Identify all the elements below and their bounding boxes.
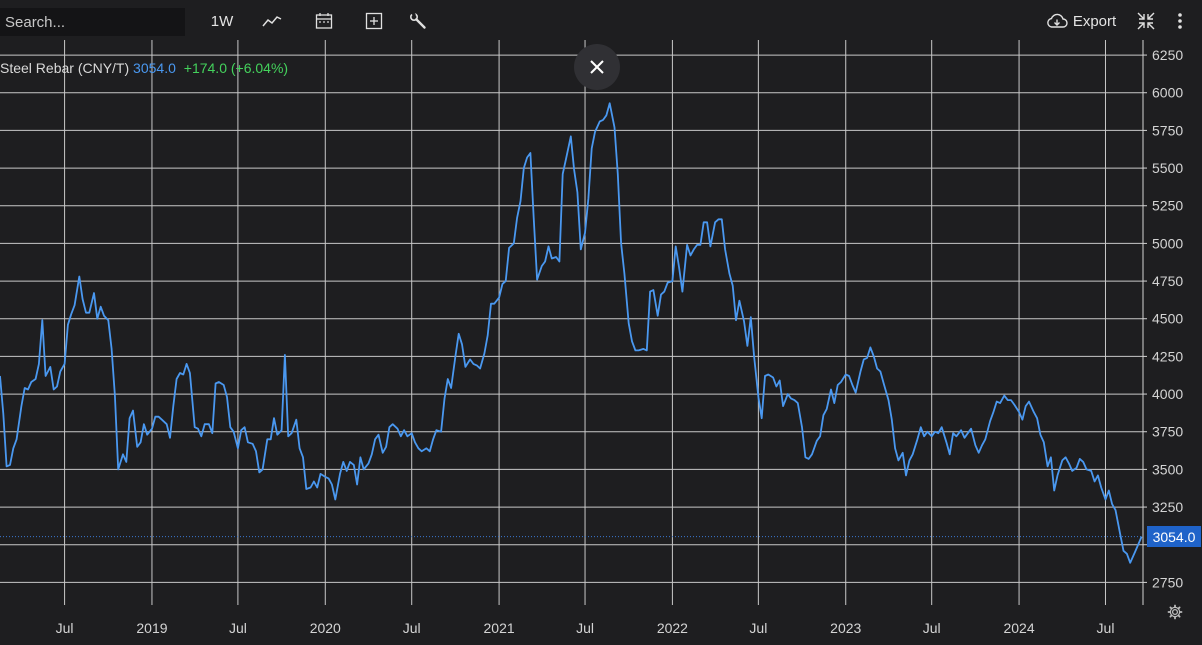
y-tick-label: 5500 <box>1152 160 1183 176</box>
y-tick-label: 5000 <box>1152 235 1183 251</box>
close-button[interactable] <box>574 44 620 90</box>
x-tick-label: 2022 <box>657 620 688 636</box>
add-indicator-icon[interactable] <box>360 8 388 34</box>
y-tick-label: 3500 <box>1152 461 1183 477</box>
y-tick-label: 4000 <box>1152 386 1183 402</box>
x-tick-label: Jul <box>229 620 247 636</box>
search-input[interactable] <box>0 8 185 36</box>
x-tick-label: Jul <box>749 620 767 636</box>
x-tick-label: 2019 <box>136 620 167 636</box>
y-tick-label: 2750 <box>1152 574 1183 590</box>
y-tick-label: 4750 <box>1152 273 1183 289</box>
x-tick-label: Jul <box>56 620 74 636</box>
x-tick-label: Jul <box>576 620 594 636</box>
gear-icon[interactable] <box>1165 602 1185 622</box>
x-tick-label: Jul <box>1097 620 1115 636</box>
more-vertical-icon[interactable] <box>1170 8 1190 34</box>
export-label: Export <box>1072 12 1117 30</box>
y-tick-label: 4500 <box>1152 311 1183 327</box>
horizontal-gridlines <box>0 40 1147 605</box>
line-chart-icon[interactable] <box>258 8 286 34</box>
export-button[interactable]: Export <box>1041 8 1121 34</box>
x-axis-labels: Jul 2019 Jul 2020 Jul 2021 Jul 2022 Jul 2023 Jul 20… <box>56 620 1115 636</box>
legend-change: +174.0 (+6.04%) <box>183 60 289 76</box>
chart-legend: Steel Rebar (CNY/T) 3054.0 +174.0 (+6.04… <box>0 60 288 76</box>
x-tick-label: 2021 <box>484 620 515 636</box>
interval-button[interactable]: 1W <box>210 12 234 30</box>
x-tick-label: 2024 <box>1003 620 1034 636</box>
y-tick-label: 3750 <box>1152 424 1183 440</box>
legend-last-value: 3054.0 <box>133 60 176 76</box>
vertical-gridlines <box>64 40 1106 605</box>
collapse-icon[interactable] <box>1133 8 1159 34</box>
cloud-download-icon <box>1046 13 1068 29</box>
y-axis-labels: 2750 3250 3500 3750 4000 4250 4500 4750 5000 5250… <box>1152 47 1183 590</box>
close-icon <box>590 60 604 74</box>
wrench-icon[interactable] <box>404 8 432 34</box>
x-tick-label: 2020 <box>310 620 341 636</box>
x-tick-label: 2023 <box>830 620 861 636</box>
calendar-icon[interactable] <box>310 8 338 34</box>
x-tick-label: Jul <box>923 620 941 636</box>
series-line <box>0 102 1143 564</box>
last-price-tag: 3054.0 <box>1147 526 1201 547</box>
y-tick-label: 3250 <box>1152 499 1183 515</box>
x-tick-label: Jul <box>403 620 421 636</box>
toolbar: 1W Export <box>0 0 1202 40</box>
y-tick-label: 6250 <box>1152 47 1183 63</box>
y-tick-label: 4250 <box>1152 348 1183 364</box>
legend-symbol-name: Steel Rebar (CNY/T) <box>0 60 130 76</box>
y-tick-label: 5250 <box>1152 198 1183 214</box>
price-chart[interactable]: 2750 3250 3500 3750 4000 4250 4500 4750 5000 5250… <box>0 40 1202 645</box>
y-tick-label: 5750 <box>1152 122 1183 138</box>
y-tick-label: 6000 <box>1152 85 1183 101</box>
